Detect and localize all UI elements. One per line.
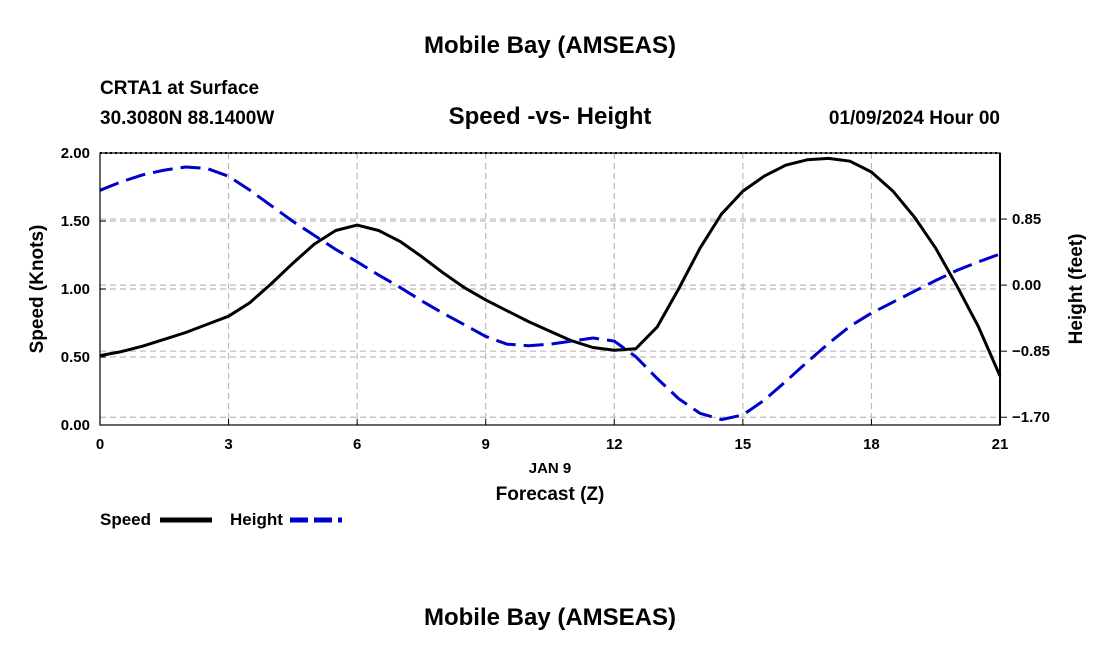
speed-series-line bbox=[99, 156, 1002, 377]
x-date-label: JAN 9 bbox=[529, 460, 572, 477]
y-axis-label: Speed (Knots) bbox=[27, 225, 48, 354]
x-axis-label: Forecast (Z) bbox=[496, 484, 605, 505]
station-label: CRTA1 at Surface bbox=[100, 78, 259, 99]
axis-ticks: 0 3 6 9 12 15 18 21 0.00 0.50 1.00 1.50 2.00 −1.70 −0.… bbox=[61, 145, 1050, 453]
top-title: Mobile Bay (AMSEAS) bbox=[424, 32, 676, 59]
legend-height-label: Height bbox=[230, 510, 283, 529]
y-tick-label: 1.50 bbox=[61, 213, 90, 230]
y2-tick-label: −0.85 bbox=[1012, 343, 1050, 360]
legend-speed-label: Speed bbox=[100, 510, 151, 529]
height-series-line bbox=[99, 165, 1001, 422]
legend: Speed Height bbox=[100, 510, 342, 529]
x-tick-label: 15 bbox=[735, 436, 752, 453]
coords-label: 30.3080N 88.1400W bbox=[100, 108, 274, 129]
x-tick-label: 21 bbox=[992, 436, 1009, 453]
y2-tick-label: −1.70 bbox=[1012, 409, 1050, 426]
y2-axis-label: Height (feet) bbox=[1066, 234, 1087, 345]
bottom-title: Mobile Bay (AMSEAS) bbox=[424, 604, 676, 631]
y2-tick-label: 0.00 bbox=[1012, 277, 1041, 294]
chart-title: Speed -vs- Height bbox=[449, 103, 652, 130]
x-tick-label: 3 bbox=[224, 436, 232, 453]
y-tick-label: 0.00 bbox=[61, 417, 90, 434]
x-tick-label: 6 bbox=[353, 436, 361, 453]
grid bbox=[100, 153, 1000, 425]
y-tick-label: 0.50 bbox=[61, 349, 90, 366]
y2-tick-label: 0.85 bbox=[1012, 211, 1041, 228]
x-tick-label: 0 bbox=[96, 436, 104, 453]
x-tick-label: 9 bbox=[482, 436, 490, 453]
series bbox=[99, 156, 1002, 422]
datetime-label: 01/09/2024 Hour 00 bbox=[829, 108, 1000, 129]
x-tick-label: 18 bbox=[863, 436, 880, 453]
y-tick-label: 2.00 bbox=[61, 145, 90, 162]
x-tick-label: 12 bbox=[606, 436, 623, 453]
y-tick-label: 1.00 bbox=[61, 281, 90, 298]
